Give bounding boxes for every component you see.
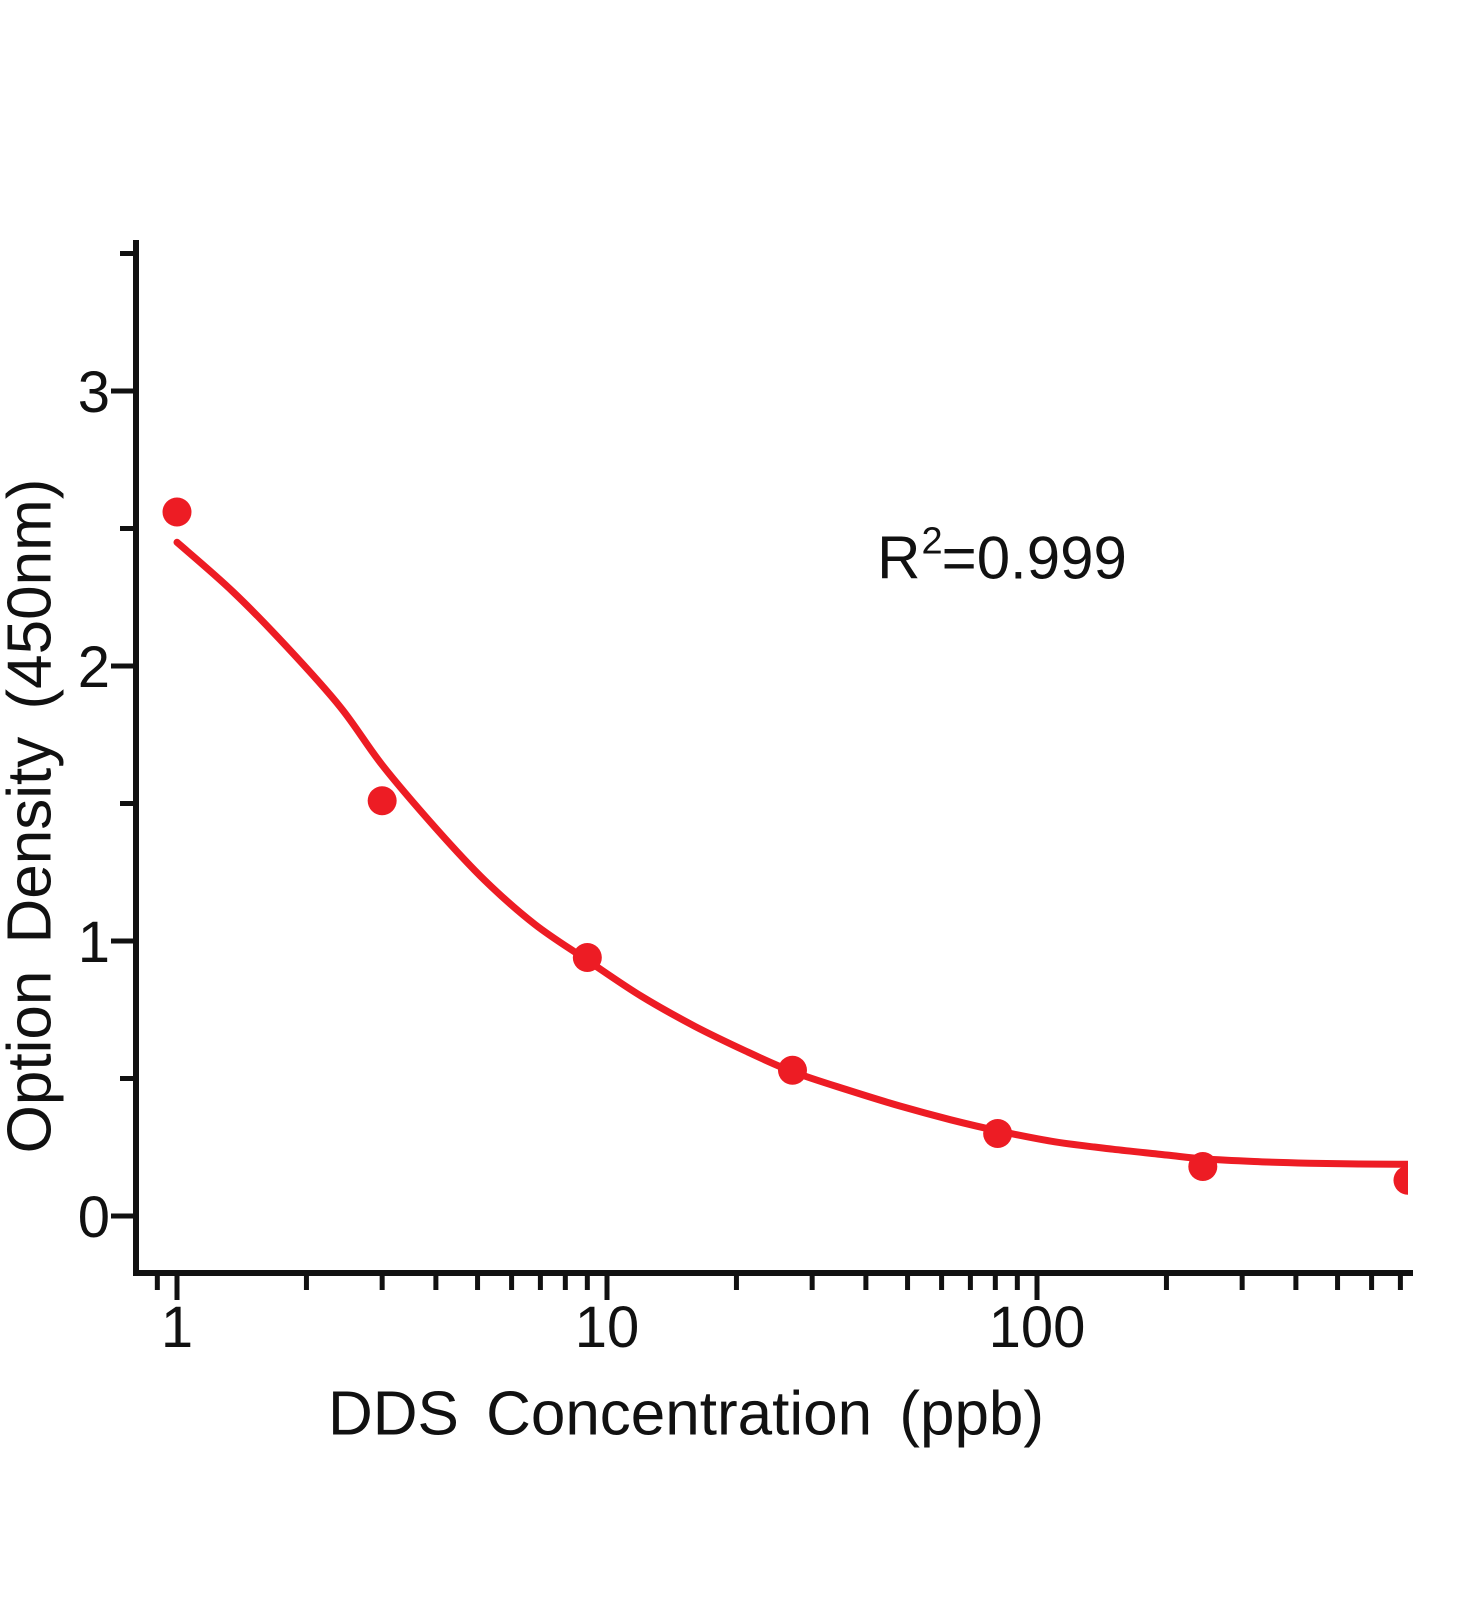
ticks: [111, 251, 1403, 1300]
x-tick-label: 100: [989, 1295, 1086, 1360]
y-tick-label: 3: [78, 360, 110, 425]
data-point: [777, 1055, 807, 1085]
annotation-superscript: 2: [921, 520, 943, 563]
x-axis-title: DDS Concentration (ppb): [327, 1379, 1045, 1449]
annotation-value: =0.999: [941, 524, 1127, 592]
axes: [133, 240, 1413, 1276]
data-point: [162, 497, 192, 527]
data-points: [162, 497, 1408, 1195]
y-tick-label: 0: [78, 1185, 110, 1250]
x-tick-label: 10: [575, 1295, 640, 1360]
data-point: [1393, 1165, 1408, 1195]
data-point: [1188, 1152, 1218, 1181]
data-point: [572, 943, 602, 972]
y-axis-title: Option Density (450nm): [0, 478, 65, 1154]
data-point: [367, 786, 397, 816]
y-tick-label: 2: [78, 635, 110, 700]
data-point: [983, 1119, 1013, 1148]
y-tick-label: 1: [78, 910, 110, 975]
annotation-base: R: [877, 524, 921, 592]
r-squared-annotation: R2=0.999: [877, 520, 1127, 593]
x-tick-label: 1: [161, 1295, 193, 1360]
